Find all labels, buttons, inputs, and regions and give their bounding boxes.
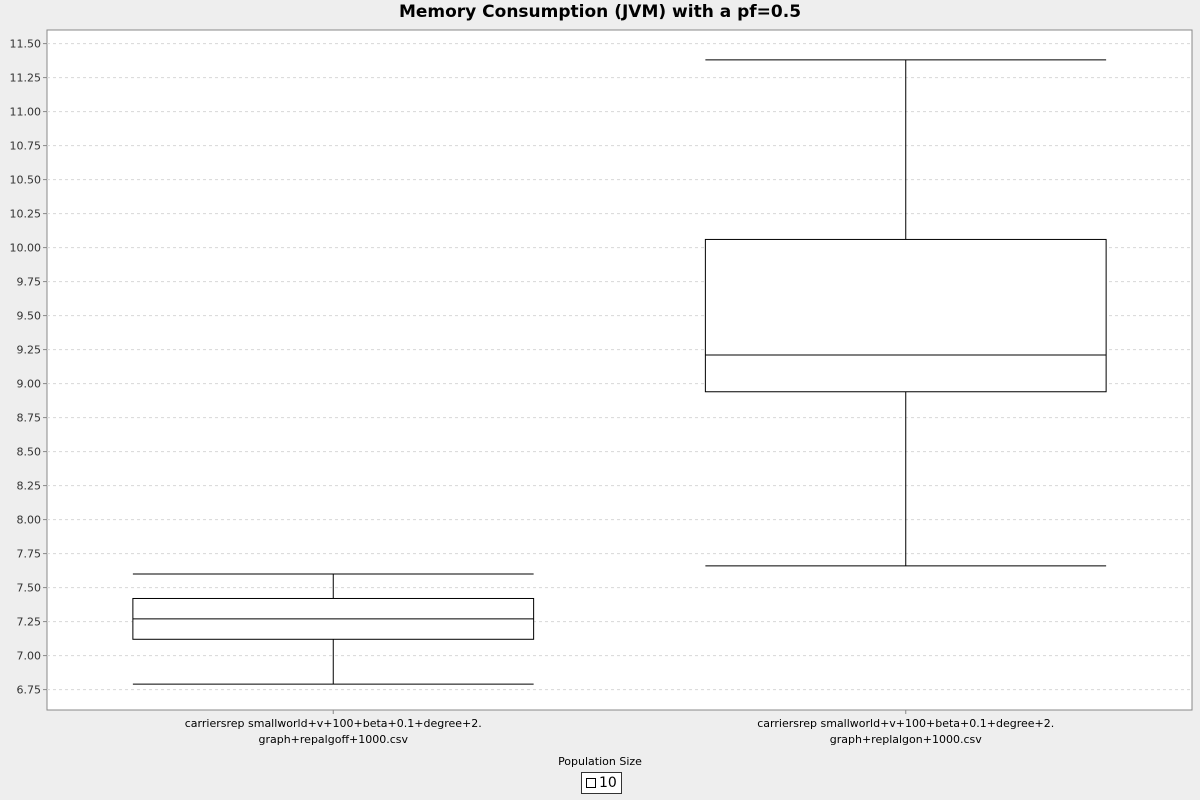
box-series-10 xyxy=(132,573,535,685)
y-tick-label: 6.75 xyxy=(17,684,42,697)
y-tick-label: 10.00 xyxy=(10,242,42,255)
x-category-label: graph+repalgoff+1000.csv xyxy=(258,733,408,746)
boxes xyxy=(132,59,1107,685)
y-tick-label: 10.75 xyxy=(10,140,42,153)
y-axis-ticks: 6.75 7.00 7.25 7.50 7.75 8.00 8.25 8.50 8.75 9.00… xyxy=(10,38,47,697)
x-axis-labels: carriersrep smallworld+v+100+beta+0.1+de… xyxy=(185,710,1054,746)
iqr-box xyxy=(704,238,1107,393)
x-category-label: carriersrep smallworld+v+100+beta+0.1+de… xyxy=(757,717,1054,730)
y-tick-label: 9.25 xyxy=(17,344,42,357)
y-tick-label: 10.25 xyxy=(10,208,42,221)
y-tick-label: 10.50 xyxy=(10,174,42,187)
x-category-label: carriersrep smallworld+v+100+beta+0.1+de… xyxy=(185,717,482,730)
legend-swatch xyxy=(586,778,596,788)
y-tick-label: 11.50 xyxy=(10,38,42,51)
legend-title: Population Size xyxy=(558,755,642,768)
y-tick-label: 9.75 xyxy=(17,276,42,289)
y-tick-label: 11.25 xyxy=(10,72,42,85)
y-tick-label: 7.00 xyxy=(17,650,42,663)
legend-entry-label: 10 xyxy=(599,775,617,791)
y-tick-label: 7.75 xyxy=(17,548,42,561)
box-series-10 xyxy=(704,59,1107,567)
legend: 10 xyxy=(581,772,622,794)
chart-title: Memory Consumption (JVM) with a pf=0.5 xyxy=(398,2,802,22)
y-tick-label: 9.50 xyxy=(17,310,42,323)
y-tick-label: 7.25 xyxy=(17,616,42,629)
y-tick-label: 9.00 xyxy=(17,378,42,391)
y-tick-label: 8.75 xyxy=(17,412,42,425)
y-tick-label: 8.50 xyxy=(17,446,42,459)
y-tick-label: 11.00 xyxy=(10,106,42,119)
y-tick-label: 7.50 xyxy=(17,582,42,595)
y-tick-label: 8.00 xyxy=(17,514,42,527)
x-category-label: graph+replalgon+1000.csv xyxy=(830,733,982,746)
y-tick-label: 8.25 xyxy=(17,480,42,493)
